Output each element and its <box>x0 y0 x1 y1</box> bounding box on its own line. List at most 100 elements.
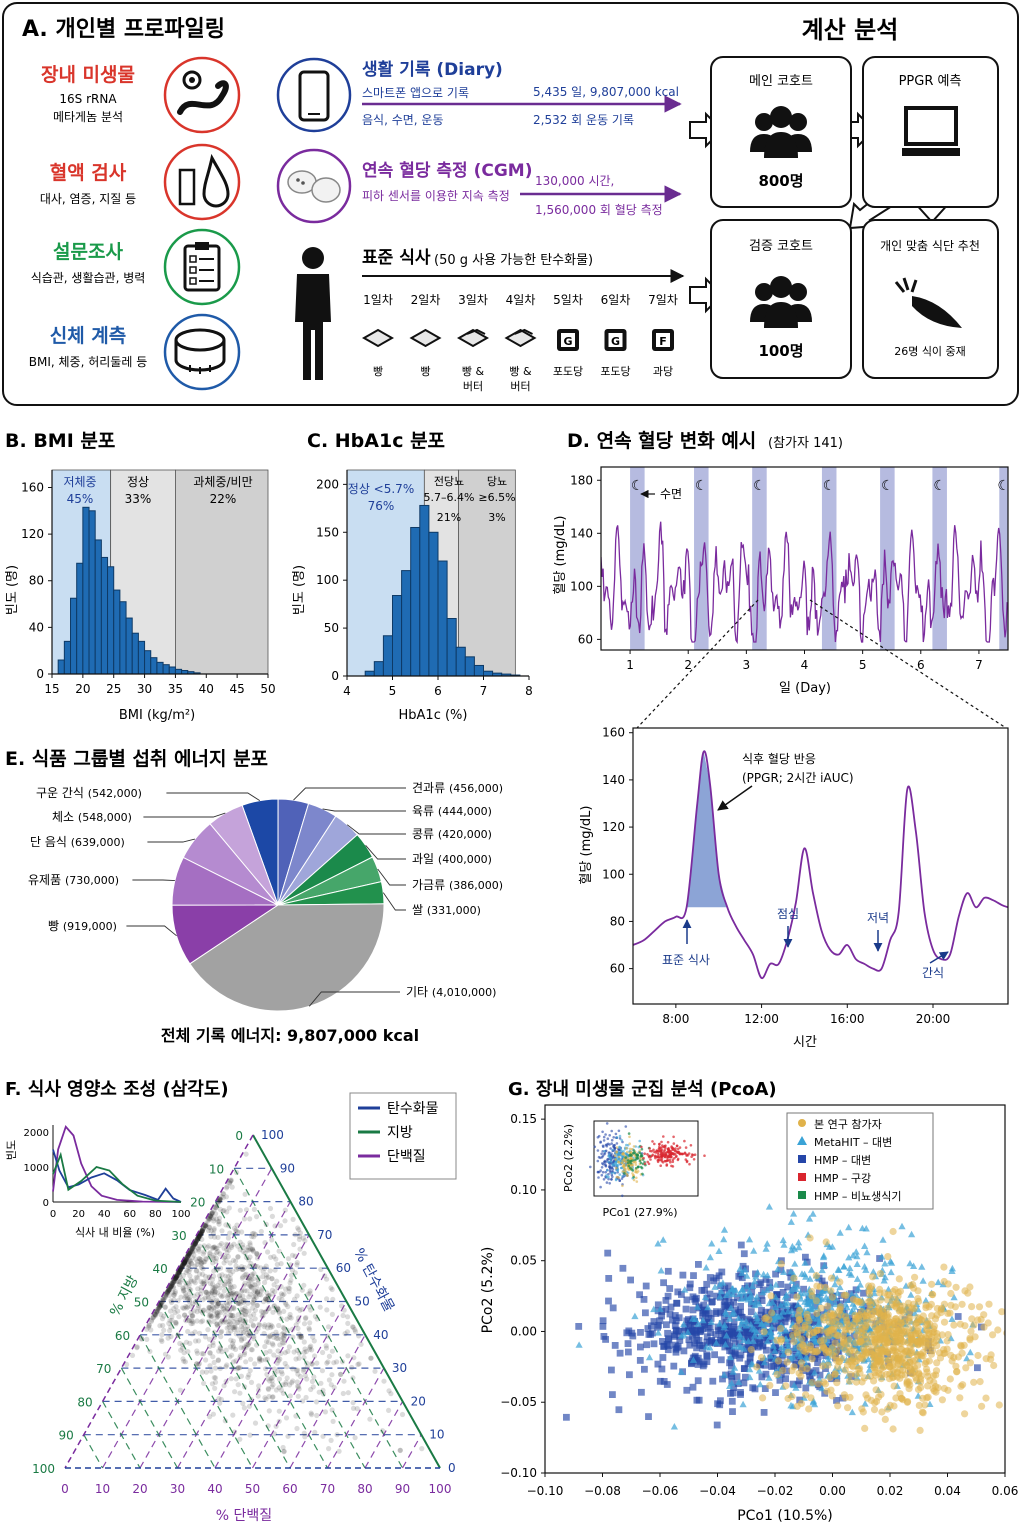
pcoa-point-square <box>743 1346 750 1353</box>
ternary-point <box>275 1348 281 1354</box>
ternary-point <box>227 1300 233 1306</box>
ternary-point <box>231 1326 237 1333</box>
inset-point <box>617 1160 620 1163</box>
pcoa-point-circle <box>910 1305 918 1313</box>
ternary-point <box>294 1262 300 1268</box>
ternary-point <box>288 1315 294 1321</box>
ternary-point <box>349 1364 355 1371</box>
inset-point <box>615 1160 618 1164</box>
profile-microbiome: 장내 미생물 16S rRNA 메타게놈 분석 <box>41 56 241 134</box>
pcoa-point-triangle <box>738 1269 746 1276</box>
ternary-point <box>271 1352 277 1358</box>
ternary-point <box>314 1316 320 1322</box>
pcoa-point-square <box>712 1331 720 1338</box>
ternary-point <box>242 1319 248 1325</box>
pcoa-point-circle <box>880 1363 888 1371</box>
ternary-point <box>217 1279 223 1286</box>
pcoa-point-square <box>644 1325 652 1332</box>
pcoa-point-square <box>664 1329 671 1337</box>
ternary-point <box>186 1269 192 1275</box>
pcoa-point-triangle <box>716 1320 724 1327</box>
ternary-point <box>166 1292 173 1298</box>
cgm-stat2: 1,560,000 회 혈당 측정 <box>535 203 663 217</box>
histogram-bar <box>401 570 412 677</box>
ternary-point <box>226 1205 232 1211</box>
ternary-point <box>184 1305 190 1311</box>
pcoa-point-square <box>750 1318 758 1326</box>
ternary-point <box>265 1293 271 1299</box>
pcoa-point-circle <box>957 1341 965 1349</box>
ternary-point <box>397 1447 403 1453</box>
ternary-point <box>225 1295 231 1301</box>
ternary-point <box>240 1299 246 1305</box>
pcoa-point-triangle <box>863 1248 871 1256</box>
ternary-point <box>296 1236 302 1242</box>
pcoa-point-triangle <box>824 1295 832 1303</box>
pcoa-point-circle <box>966 1359 975 1367</box>
inset-point <box>665 1164 668 1167</box>
ternary-point <box>261 1324 267 1330</box>
pcoa-point-circle <box>968 1303 976 1311</box>
ternary-point <box>230 1345 236 1351</box>
ternary-point <box>227 1285 233 1291</box>
ternary-point <box>234 1320 240 1326</box>
pcoa-point-circle <box>923 1368 931 1376</box>
protein-gridline <box>364 1401 404 1469</box>
ternary-point <box>297 1334 303 1340</box>
pcoa-point-circle <box>884 1332 892 1340</box>
ternary-point <box>248 1260 254 1267</box>
inset-point <box>611 1175 614 1178</box>
pcoa-point-triangle <box>774 1265 782 1273</box>
inset-point <box>675 1144 679 1148</box>
ternary-point <box>217 1206 223 1212</box>
pcoa-point-circle <box>906 1343 914 1351</box>
ternary-point <box>291 1241 297 1248</box>
sugar-mark: G <box>611 335 620 348</box>
hba1c-ylabel: 빈도 (명) <box>292 565 307 615</box>
pcoa-point-circle <box>1011 1355 1018 1362</box>
ternary-point <box>350 1400 356 1406</box>
ternary-point <box>293 1322 299 1328</box>
ternary-point <box>172 1276 178 1282</box>
ternary-point <box>208 1214 215 1221</box>
group-icon <box>750 106 812 158</box>
inset-point <box>653 1150 656 1154</box>
ternary-point <box>195 1259 201 1265</box>
ternary-point <box>303 1348 309 1355</box>
ternary-point <box>247 1254 253 1260</box>
ternary-point <box>292 1232 298 1238</box>
pie-leader <box>143 812 226 818</box>
pcoa-point-square <box>689 1383 697 1391</box>
ternary-point <box>206 1243 212 1249</box>
pcoa-point-circle <box>838 1354 846 1362</box>
pcoa-point-square <box>711 1351 718 1359</box>
ternary-point <box>188 1248 194 1254</box>
pcoa-point-triangle <box>751 1277 759 1285</box>
histogram-bar <box>410 526 421 677</box>
pcoa-point-square <box>685 1336 693 1344</box>
x-tick-label: 0.02 <box>877 1484 904 1498</box>
ternary-point <box>173 1274 179 1280</box>
ternary-point <box>419 1446 425 1452</box>
ternary-point <box>281 1448 287 1454</box>
pcoa-point-square <box>726 1347 733 1355</box>
pcoa-point-square <box>777 1281 785 1288</box>
inset-point <box>662 1135 665 1138</box>
ternary-point <box>161 1313 167 1319</box>
inset-point <box>660 1157 664 1160</box>
pcoa-point-square <box>717 1397 724 1405</box>
ternary-point <box>232 1258 239 1264</box>
ternary-point <box>251 1334 257 1340</box>
ternary-point <box>283 1415 290 1421</box>
ternary-point <box>194 1261 200 1268</box>
ternary-point <box>276 1358 282 1364</box>
ternary-point <box>183 1283 189 1290</box>
pcoa-point-circle <box>1016 1366 1023 1373</box>
pcoa-point-square <box>698 1287 706 1294</box>
ternary-point <box>210 1260 216 1266</box>
ternary-point <box>197 1256 203 1262</box>
ternary-point <box>186 1262 192 1268</box>
inset-point <box>628 1147 632 1151</box>
pcoa-point-square <box>802 1253 809 1261</box>
ternary-point <box>316 1389 322 1395</box>
